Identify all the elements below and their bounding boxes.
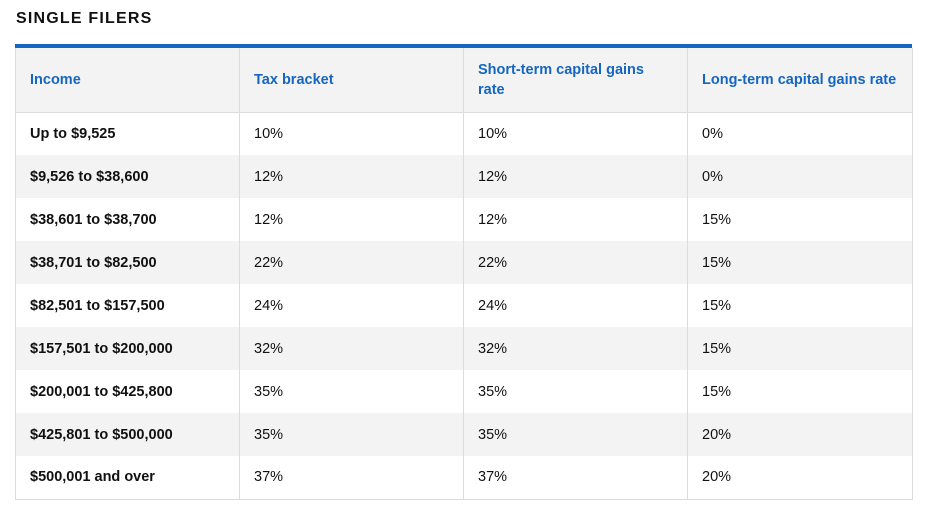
table-row: $157,501 to $200,000 32% 32% 15% (15, 327, 913, 370)
cell-long-term-rate: 15% (687, 198, 913, 241)
table-row: $38,701 to $82,500 22% 22% 15% (15, 241, 913, 284)
cell-short-term-rate: 32% (463, 327, 688, 370)
table-header-row: Income Tax bracket Short-term capital ga… (15, 48, 913, 113)
cell-income: $38,701 to $82,500 (15, 241, 240, 284)
cell-tax-bracket: 32% (239, 327, 464, 370)
cell-income: $82,501 to $157,500 (15, 284, 240, 327)
cell-tax-bracket: 37% (239, 456, 464, 499)
cell-short-term-rate: 12% (463, 198, 688, 241)
cell-income: $157,501 to $200,000 (15, 327, 240, 370)
cell-short-term-rate: 22% (463, 241, 688, 284)
cell-long-term-rate: 15% (687, 241, 913, 284)
table-row: Up to $9,525 10% 10% 0% (15, 112, 913, 155)
cell-long-term-rate: 0% (687, 112, 913, 155)
cell-income: $9,526 to $38,600 (15, 155, 240, 198)
cell-tax-bracket: 10% (239, 112, 464, 155)
cell-short-term-rate: 35% (463, 413, 688, 456)
tax-table: Income Tax bracket Short-term capital ga… (15, 48, 913, 500)
cell-tax-bracket: 35% (239, 370, 464, 413)
cell-tax-bracket: 24% (239, 284, 464, 327)
header-income: Income (15, 48, 240, 113)
cell-income: $200,001 to $425,800 (15, 370, 240, 413)
cell-long-term-rate: 20% (687, 456, 913, 499)
header-tax-bracket: Tax bracket (239, 48, 464, 113)
cell-income: $38,601 to $38,700 (15, 198, 240, 241)
table-row: $500,001 and over 37% 37% 20% (15, 456, 913, 499)
table-row: $9,526 to $38,600 12% 12% 0% (15, 155, 913, 198)
cell-short-term-rate: 24% (463, 284, 688, 327)
table-row: $38,601 to $38,700 12% 12% 15% (15, 198, 913, 241)
cell-income: $500,001 and over (15, 456, 240, 499)
section-title: SINGLE FILERS (16, 10, 153, 27)
cell-income: $425,801 to $500,000 (15, 413, 240, 456)
cell-long-term-rate: 15% (687, 370, 913, 413)
cell-tax-bracket: 35% (239, 413, 464, 456)
table-row: $200,001 to $425,800 35% 35% 15% (15, 370, 913, 413)
cell-long-term-rate: 20% (687, 413, 913, 456)
cell-tax-bracket: 12% (239, 198, 464, 241)
header-long-term-rate: Long-term capital gains rate (687, 48, 913, 113)
cell-tax-bracket: 22% (239, 241, 464, 284)
cell-long-term-rate: 15% (687, 284, 913, 327)
cell-short-term-rate: 35% (463, 370, 688, 413)
cell-short-term-rate: 37% (463, 456, 688, 499)
table-row: $425,801 to $500,000 35% 35% 20% (15, 413, 913, 456)
cell-short-term-rate: 10% (463, 112, 688, 155)
cell-long-term-rate: 15% (687, 327, 913, 370)
cell-long-term-rate: 0% (687, 155, 913, 198)
table-row: $82,501 to $157,500 24% 24% 15% (15, 284, 913, 327)
header-short-term-rate: Short-term capital gains rate (463, 48, 688, 113)
accent-rule (15, 44, 912, 48)
cell-short-term-rate: 12% (463, 155, 688, 198)
cell-tax-bracket: 12% (239, 155, 464, 198)
cell-income: Up to $9,525 (15, 112, 240, 155)
